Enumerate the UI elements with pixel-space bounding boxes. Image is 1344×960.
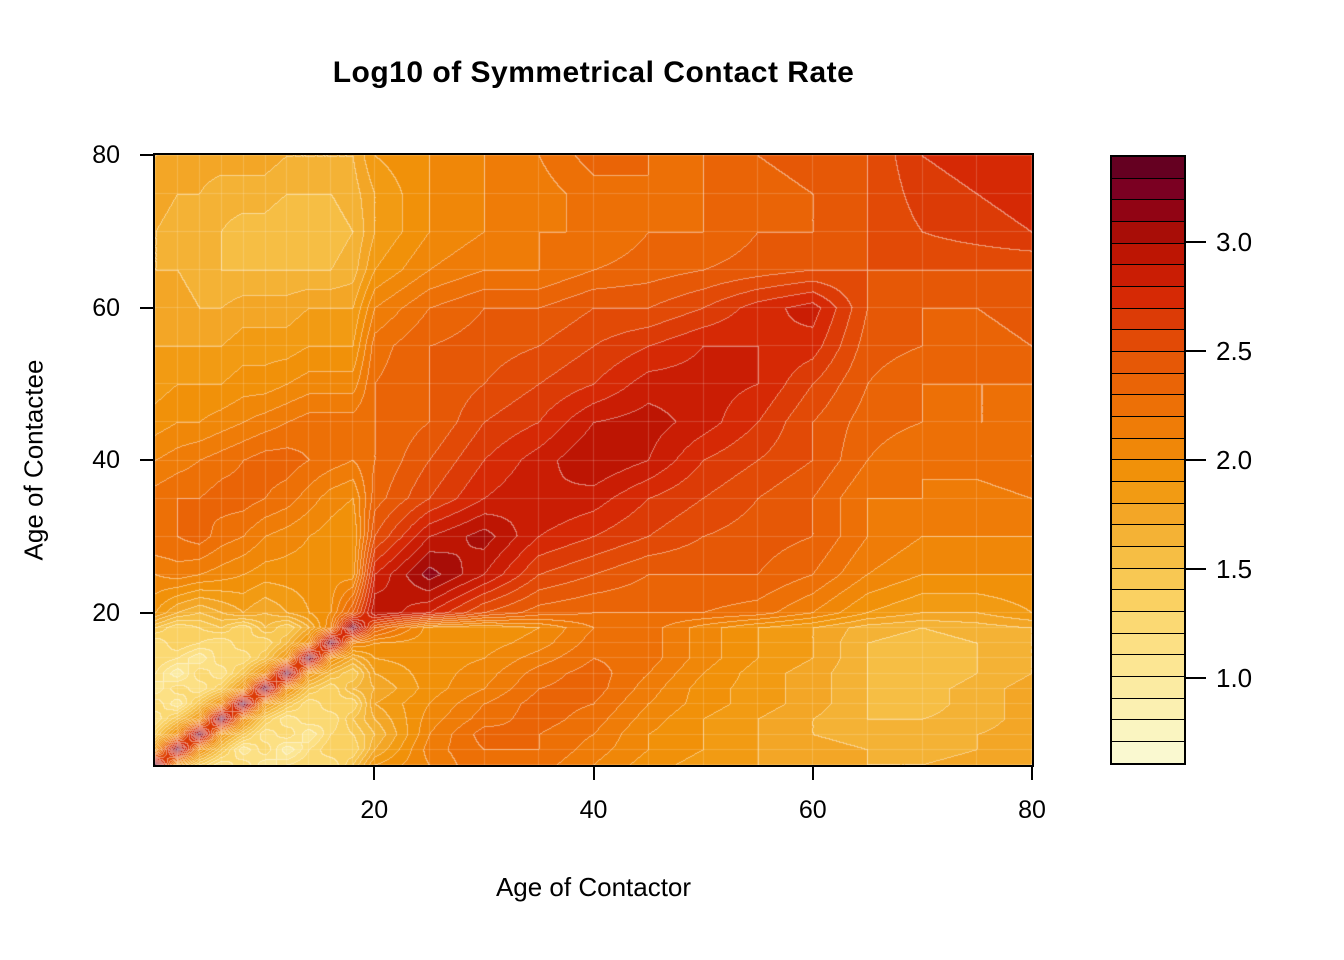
- colorbar-band: [1112, 481, 1184, 503]
- y-tick-mark: [140, 459, 153, 461]
- colorbar-band: [1112, 697, 1184, 720]
- colorbar-tick-mark: [1186, 567, 1206, 570]
- colorbar: [1110, 155, 1186, 765]
- colorbar-tick-mark: [1186, 459, 1206, 461]
- colorbar-band: [1112, 632, 1184, 655]
- colorbar-band: [1112, 719, 1184, 742]
- colorbar-band: [1112, 157, 1184, 178]
- colorbar-band: [1112, 546, 1184, 568]
- y-tick-mark: [140, 611, 153, 614]
- colorbar-band: [1112, 459, 1184, 482]
- y-tick-mark: [140, 306, 153, 309]
- x-tick-mark: [592, 767, 595, 780]
- chart-title: Log10 of Symmetrical Contact Rate: [332, 56, 855, 89]
- colorbar-band: [1112, 502, 1184, 525]
- y-tick-label: 60: [92, 293, 120, 322]
- y-tick-label: 80: [92, 141, 120, 169]
- colorbar-tick-label: 1.0: [1216, 662, 1253, 693]
- colorbar-band: [1112, 589, 1184, 612]
- colorbar-tick-label: 3.0: [1216, 227, 1253, 258]
- colorbar-band: [1112, 199, 1184, 222]
- colorbar-band: [1112, 416, 1184, 438]
- x-tick-mark: [811, 767, 814, 780]
- y-tick-label: 40: [92, 446, 120, 474]
- colorbar-tick-label: 2.5: [1216, 336, 1253, 367]
- colorbar-band: [1112, 307, 1184, 330]
- colorbar-band: [1112, 177, 1184, 200]
- x-tick-mark: [1031, 767, 1033, 780]
- colorbar-band: [1112, 351, 1184, 373]
- colorbar-band: [1112, 264, 1184, 287]
- contour-heatmap-canvas: [155, 155, 1032, 765]
- colorbar-band: [1112, 524, 1184, 547]
- colorbar-band: [1112, 329, 1184, 352]
- colorbar-band: [1112, 221, 1184, 243]
- colorbar-band: [1112, 372, 1184, 395]
- colorbar-tick-mark: [1186, 241, 1206, 244]
- colorbar-band: [1112, 394, 1184, 417]
- plot-border: [153, 153, 1034, 767]
- colorbar-band: [1112, 741, 1184, 763]
- colorbar-band: [1112, 437, 1184, 460]
- colorbar-tick-label: 1.5: [1216, 553, 1253, 584]
- colorbar-band: [1112, 611, 1184, 633]
- colorbar-band: [1112, 286, 1184, 308]
- y-tick-mark: [140, 154, 153, 156]
- y-axis-label: Age of Contactee: [18, 359, 49, 561]
- colorbar-tick-label: 2.0: [1216, 445, 1253, 475]
- colorbar-band: [1112, 242, 1184, 265]
- x-tick-mark: [373, 767, 376, 780]
- colorbar-band: [1112, 567, 1184, 590]
- x-tick-label: 40: [579, 796, 608, 824]
- y-tick-label: 20: [92, 598, 120, 627]
- colorbar-tick-mark: [1186, 350, 1206, 353]
- colorbar-band: [1112, 654, 1184, 677]
- x-tick-label: 60: [798, 796, 827, 824]
- x-tick-label: 80: [1018, 796, 1046, 824]
- x-axis-label: Age of Contactor: [495, 872, 692, 902]
- colorbar-band: [1112, 676, 1184, 698]
- x-tick-label: 20: [360, 796, 389, 824]
- colorbar-tick-mark: [1186, 676, 1206, 679]
